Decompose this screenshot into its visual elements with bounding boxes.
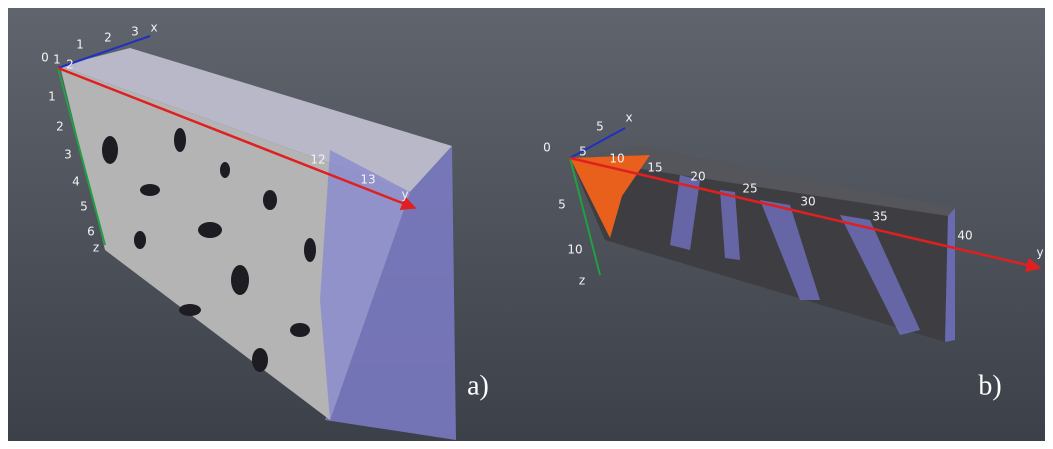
axis-tick: 6 <box>87 225 95 239</box>
axis-tick: 15 <box>647 161 662 175</box>
axis-tick: 5 <box>579 145 587 159</box>
axis-tick: 1 <box>76 38 84 52</box>
axis-tick: 12 <box>310 153 325 167</box>
axis-name: x <box>625 111 632 125</box>
axis-tick: 3 <box>131 25 139 39</box>
panel-label: b) <box>978 370 1001 401</box>
axis-name: y <box>1036 246 1043 260</box>
axis-tick: 5 <box>80 200 88 214</box>
axis-tick: 1 <box>53 53 61 67</box>
axis-tick: 2 <box>66 58 74 72</box>
axis-tick: 40 <box>957 229 972 243</box>
axis-tick: 5 <box>558 198 566 212</box>
axis-name: z <box>93 241 99 255</box>
panel-label: a) <box>467 370 489 401</box>
axis-tick: 0 <box>543 141 551 155</box>
axis-tick: 0 <box>41 51 49 65</box>
figure: 0 1 2 3 x 1 2 12 13 y 1 2 3 4 5 6 z a) 0… <box>0 0 1053 449</box>
axis-tick: 2 <box>104 31 112 45</box>
axis-tick: 2 <box>56 120 64 134</box>
axis-tick: 20 <box>690 170 705 184</box>
axis-name: z <box>579 274 585 288</box>
axis-tick: 35 <box>872 210 887 224</box>
axis-name: x <box>150 21 157 35</box>
axis-name: y <box>401 188 408 202</box>
axis-tick: 1 <box>48 90 56 104</box>
axis-tick: 13 <box>360 173 375 187</box>
axis-tick: 5 <box>596 120 604 134</box>
axis-tick: 30 <box>800 195 815 209</box>
axis-tick: 4 <box>72 175 80 189</box>
axis-tick: 10 <box>567 243 582 257</box>
axis-tick: 25 <box>742 182 757 196</box>
axis-tick: 3 <box>64 148 72 162</box>
axis-tick: 10 <box>609 152 624 166</box>
